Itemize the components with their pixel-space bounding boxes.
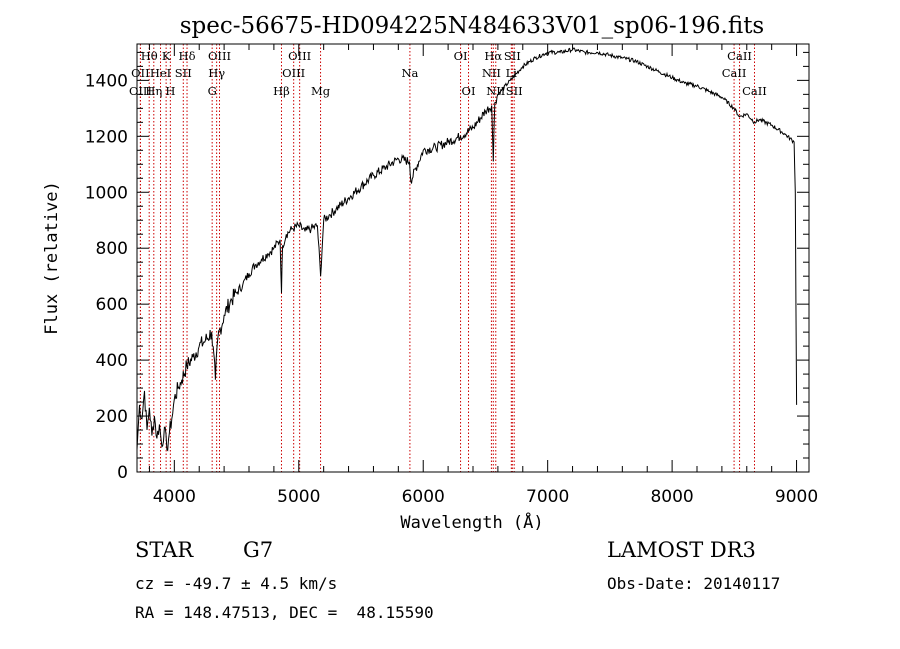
spectral-line-labels: HθOIIOIIIHηHeIKHSIIHδGOIIIHγHβOIIIOIIIMg… xyxy=(129,49,767,98)
y-axis-label: Flux (relative) xyxy=(42,181,62,335)
x-tick-label-5: 9000 xyxy=(775,487,818,507)
line-label-24: SII xyxy=(506,84,523,98)
y-tick-label-1: 200 xyxy=(96,407,128,427)
line-label-5: K xyxy=(162,49,171,63)
line-label-18: OI xyxy=(462,84,476,98)
line-label-27: CaII xyxy=(742,84,767,98)
x-tick-label-2: 6000 xyxy=(402,487,445,507)
spectral-line-markers xyxy=(139,44,755,472)
line-label-21: NII xyxy=(486,84,505,98)
line-label-11: Hγ xyxy=(208,66,225,80)
x-tick-label-1: 5000 xyxy=(277,487,320,507)
line-label-16: Na xyxy=(401,66,418,80)
y-tick-label-4: 800 xyxy=(96,239,128,259)
object-class: STAR xyxy=(135,538,194,562)
y-axis: 0 200 400 600 800 1000 1200 1400 xyxy=(85,51,809,483)
line-label-0: Hθ xyxy=(141,49,158,63)
survey-name: LAMOST DR3 xyxy=(607,538,756,562)
line-label-1: OII xyxy=(131,66,150,80)
y-tick-label-5: 1000 xyxy=(85,183,128,203)
line-label-8: Hδ xyxy=(179,49,196,63)
object-subclass: G7 xyxy=(243,538,274,562)
y-tick-label-6: 1200 xyxy=(85,127,128,147)
y-tick-label-3: 600 xyxy=(96,295,128,315)
line-label-4: HeI xyxy=(150,66,171,80)
plot-frame xyxy=(136,43,810,473)
y-tick-label-0: 0 xyxy=(117,463,128,483)
line-label-14: OIII xyxy=(288,49,311,63)
line-label-10: OIII xyxy=(208,49,231,63)
y-tick-label-2: 400 xyxy=(96,351,128,371)
x-tick-label-0: 4000 xyxy=(153,487,196,507)
line-label-7: SII xyxy=(175,66,192,80)
line-label-22: SII xyxy=(504,49,521,63)
coordinates: RA = 148.47513, DEC = 48.15590 xyxy=(135,603,434,622)
line-label-19: NII xyxy=(482,66,501,80)
line-label-2: OIII xyxy=(129,84,152,98)
line-label-26: CaII xyxy=(727,49,752,63)
line-label-23: Li xyxy=(506,66,518,80)
line-label-17: OI xyxy=(454,49,468,63)
spectrum-series xyxy=(136,47,798,452)
obs-date: Obs-Date: 20140117 xyxy=(607,574,781,593)
line-label-6: H xyxy=(165,84,175,98)
line-label-15: Mg xyxy=(311,84,331,98)
line-label-9: G xyxy=(208,84,217,98)
line-label-13: OIII xyxy=(282,66,305,80)
spectrum-line xyxy=(136,47,798,452)
line-label-12: Hβ xyxy=(273,84,290,98)
chart-title: spec-56675-HD094225N484633V01_sp06-196.f… xyxy=(180,13,765,39)
x-axis-label: Wavelength (Å) xyxy=(400,511,543,533)
x-tick-label-4: 8000 xyxy=(650,487,693,507)
x-tick-label-3: 7000 xyxy=(526,487,569,507)
y-tick-label-7: 1400 xyxy=(85,71,128,91)
redshift-text: cz = -49.7 ± 4.5 km/s xyxy=(135,574,338,593)
line-label-25: CaII xyxy=(722,66,747,80)
line-label-3: Hη xyxy=(145,84,162,98)
x-axis: 4000 5000 6000 7000 8000 9000 xyxy=(148,44,818,507)
line-label-20: Hα xyxy=(484,49,502,63)
